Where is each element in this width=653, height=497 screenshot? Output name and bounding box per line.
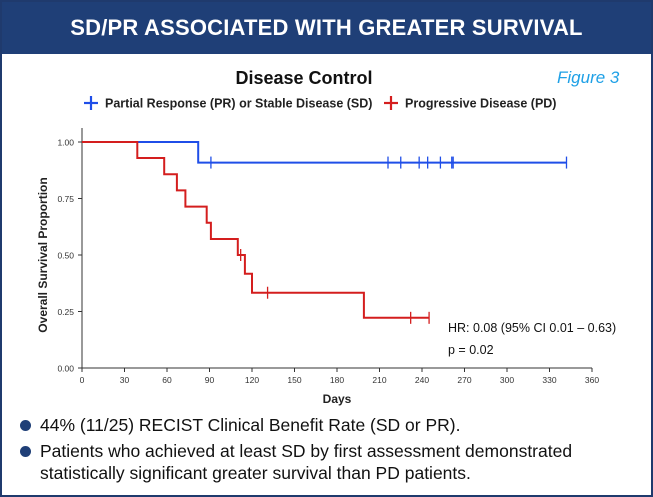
km-chart: Disease Control Partial Response (PR) or… [36, 68, 616, 406]
y-tick-label: 0.00 [57, 364, 74, 374]
x-axis-label: Days [323, 392, 352, 406]
figure-label: Figure 3 [557, 68, 620, 87]
stat-annotation: p = 0.02 [448, 343, 494, 357]
y-tick-label: 0.25 [57, 307, 74, 317]
x-tick-label: 120 [245, 375, 259, 385]
x-tick-label: 330 [542, 375, 556, 385]
legend-item: Progressive Disease (PD) [384, 96, 556, 111]
x-tick-label: 30 [120, 375, 130, 385]
bullet-text: 44% (11/25) RECIST Clinical Benefit Rate… [40, 415, 461, 435]
legend: Partial Response (PR) or Stable Disease … [84, 96, 556, 111]
legend-item: Partial Response (PR) or Stable Disease … [84, 96, 372, 111]
bullet-item: 44% (11/25) RECIST Clinical Benefit Rate… [20, 414, 640, 436]
x-tick-label: 210 [372, 375, 386, 385]
bullet-list: 44% (11/25) RECIST Clinical Benefit Rate… [20, 414, 640, 488]
survival-curve [82, 141, 567, 164]
axes: 0 30 60 90 120 150 180 210 240 270 300 330 360 0.00 0.… [36, 128, 599, 406]
bullet-dot-icon [20, 420, 31, 431]
survival-curve [82, 141, 430, 319]
x-tick-label: 360 [585, 375, 599, 385]
bullet-dot-icon [20, 446, 31, 457]
x-tick-label: 180 [330, 375, 344, 385]
legend-label: Progressive Disease (PD) [405, 97, 556, 111]
annotations: HR: 0.08 (95% CI 0.01 – 0.63) p = 0.02 [448, 321, 616, 357]
stat-annotation: HR: 0.08 (95% CI 0.01 – 0.63) [448, 321, 616, 335]
x-tick-label: 270 [457, 375, 471, 385]
curves [82, 141, 568, 324]
chart-title: Disease Control [235, 68, 372, 88]
y-axis-label: Overall Survival Proportion [36, 177, 50, 332]
y-tick-label: 0.50 [57, 251, 74, 261]
x-tick-label: 300 [500, 375, 514, 385]
x-tick-label: 0 [80, 375, 85, 385]
bullet-text: Patients who achieved at least SD by fir… [40, 441, 573, 483]
slide-title: SD/PR ASSOCIATED WITH GREATER SURVIVAL [2, 2, 651, 54]
x-tick-label: 240 [415, 375, 429, 385]
bullet-item: Patients who achieved at least SD by fir… [20, 440, 640, 484]
x-tick-label: 60 [162, 375, 172, 385]
y-tick-label: 0.75 [57, 194, 74, 204]
legend-label: Partial Response (PR) or Stable Disease … [105, 97, 372, 111]
x-tick-label: 150 [287, 375, 301, 385]
x-tick-label: 90 [205, 375, 215, 385]
y-tick-label: 1.00 [57, 138, 74, 148]
